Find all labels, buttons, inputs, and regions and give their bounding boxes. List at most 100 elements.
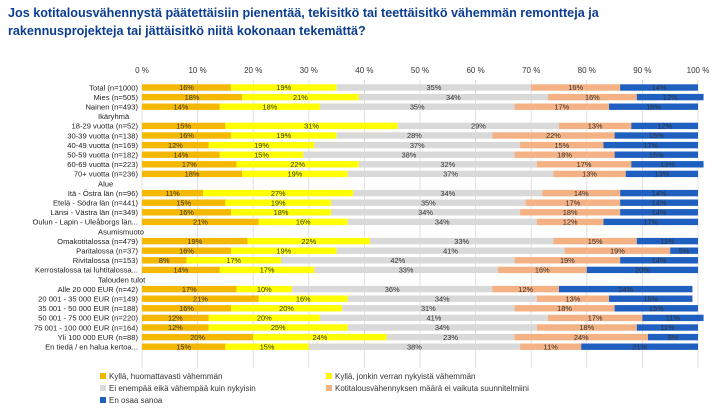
bar-segment: [353, 189, 543, 197]
data-label: 16%: [179, 304, 194, 313]
row-label: 40-49 vuotta (n=169): [67, 141, 138, 150]
bar-segment: [536, 295, 610, 302]
bar-segment: [625, 170, 698, 178]
bar-segment: [203, 189, 354, 197]
bar-segment: [492, 285, 559, 293]
bar-segment: [497, 266, 587, 274]
bar-segment: [142, 218, 259, 226]
data-label: 12%: [168, 323, 183, 332]
data-label: 14%: [652, 83, 667, 92]
data-label: 12%: [657, 122, 672, 131]
row-label: Etelä - Södra län (n=441): [53, 199, 139, 208]
bar-segment: [258, 218, 348, 226]
row-label: 35 001 - 50 000 EUR (n=188): [38, 304, 138, 313]
legend-swatch: [326, 373, 332, 379]
data-label: 13%: [582, 170, 597, 179]
data-label: 11%: [660, 237, 675, 246]
bar-segment: [564, 247, 671, 254]
bar-segment: [386, 333, 515, 341]
bar-segment: [219, 103, 320, 110]
data-label: 24%: [313, 333, 328, 342]
bar-segment: [397, 122, 559, 130]
data-label: 12%: [563, 218, 578, 227]
data-label: 34%: [435, 218, 450, 227]
bar-segment: [308, 343, 521, 350]
data-label: 42%: [390, 256, 405, 265]
bar-segment: [142, 199, 226, 206]
x-tick-label: 50 %: [411, 66, 429, 75]
data-label: 34%: [418, 208, 433, 217]
data-label: 19%: [271, 198, 286, 207]
data-label: 14%: [174, 102, 189, 111]
data-label: 33%: [399, 266, 414, 275]
data-label: 34%: [440, 189, 455, 198]
bar-segment: [230, 84, 337, 91]
bar-segment: [208, 324, 348, 331]
data-label: 34%: [435, 294, 450, 303]
data-label: 14%: [652, 256, 667, 265]
bar-segment: [620, 257, 698, 264]
bar-segment: [542, 189, 621, 197]
bar-segment: [536, 161, 632, 168]
x-tick-label: 20 %: [244, 66, 262, 75]
bar-segment: [553, 237, 637, 245]
data-label: 18%: [557, 304, 572, 313]
data-label: 19%: [276, 246, 291, 255]
bar-segment: [142, 151, 220, 158]
data-label: 18%: [262, 102, 277, 111]
bar-segment: [142, 295, 259, 302]
bar-segment: [142, 189, 204, 197]
row-label: Mies (n=505): [93, 93, 138, 102]
bar-segment: [242, 170, 348, 178]
bar-segment: [230, 305, 343, 312]
data-label: 14%: [174, 266, 189, 275]
group-header-label: Asumismuoto: [98, 227, 144, 236]
data-label: 34%: [435, 323, 450, 332]
data-label: 17%: [182, 285, 197, 294]
data-label: 15%: [176, 342, 191, 351]
data-label: 36%: [385, 285, 400, 294]
bar-segment: [142, 324, 209, 331]
data-label: 17%: [588, 314, 603, 323]
data-label: 15%: [649, 131, 664, 140]
group-header-label: Alue: [98, 179, 113, 188]
bar-segment: [142, 161, 237, 168]
data-label: 32%: [440, 160, 455, 169]
bar-segment: [225, 122, 398, 130]
bar-segment: [553, 170, 626, 178]
data-label: 19%: [187, 237, 202, 246]
data-label: 35%: [410, 102, 425, 111]
bar-segment: [342, 305, 515, 312]
bar-segment: [142, 314, 209, 322]
bar-segment: [331, 209, 521, 216]
data-label: 11%: [666, 314, 681, 323]
bar-segment: [142, 209, 231, 216]
row-label: 20 001 - 35 000 EUR (n=149): [38, 295, 138, 304]
data-label: 5%: [679, 246, 690, 255]
bar-segment: [142, 103, 220, 110]
bar-segment: [614, 151, 698, 158]
data-label: 15%: [588, 237, 603, 246]
data-label: 17%: [182, 160, 197, 169]
row-label: Omakotitalossa (n=479): [57, 237, 138, 246]
bar-segment: [525, 199, 621, 206]
data-label: 35%: [427, 83, 442, 92]
bar-segment: [142, 93, 243, 101]
x-tick-label: 70 %: [522, 66, 540, 75]
data-label: 19%: [560, 256, 575, 265]
bar-segment: [358, 161, 537, 168]
data-label: 18%: [185, 170, 200, 179]
bar-segment: [492, 132, 615, 139]
x-tick-label: 90 %: [633, 66, 651, 75]
data-label: 11%: [660, 323, 675, 332]
bar-segment: [219, 266, 315, 274]
bar-segment: [559, 285, 693, 293]
bar-segment: [514, 257, 621, 264]
data-label: 22%: [301, 237, 316, 246]
data-label: 17%: [260, 266, 275, 275]
data-label: 13%: [588, 122, 603, 131]
data-label: 37%: [410, 141, 425, 150]
bar-segment: [336, 247, 565, 254]
bar-segment: [336, 132, 493, 139]
